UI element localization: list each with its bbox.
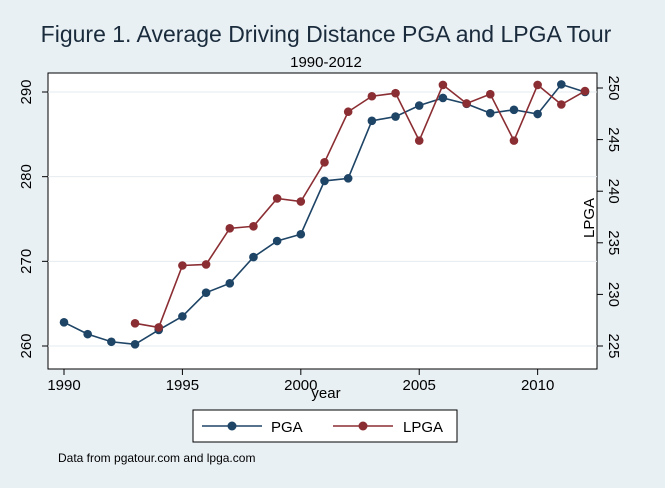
y-right-tick-label: 240 xyxy=(605,179,622,204)
data-point-pga xyxy=(296,229,306,239)
y-axis-left: 260 270 280 290 xyxy=(18,79,48,359)
data-point-pga xyxy=(320,176,329,186)
x-axis-label: year xyxy=(311,385,340,402)
data-point-lpga xyxy=(201,260,211,269)
x-tick-label: 2005 xyxy=(403,377,436,394)
y-axis-right-label: LPGA xyxy=(581,198,598,238)
grid-lines xyxy=(48,91,597,347)
data-point-lpga xyxy=(509,136,519,145)
data-point-pga xyxy=(533,109,542,119)
legend: PGA LPGA xyxy=(192,409,458,443)
data-point-lpga xyxy=(462,99,471,108)
data-point-lpga xyxy=(296,197,306,206)
data-point-lpga xyxy=(485,89,495,99)
y-right-tick-label: 245 xyxy=(605,127,622,152)
data-point-pga xyxy=(509,105,519,115)
data-point-pga xyxy=(272,236,282,246)
data-point-pga xyxy=(557,80,566,89)
y-right-tick-label: 250 xyxy=(605,75,622,100)
data-point-lpga xyxy=(178,261,187,270)
y-left-tick-label: 280 xyxy=(18,164,35,189)
data-point-lpga xyxy=(414,136,424,145)
data-point-pga xyxy=(485,108,495,118)
x-tick-label: 1995 xyxy=(166,377,199,394)
data-point-lpga xyxy=(580,86,590,96)
data-point-lpga xyxy=(343,107,353,117)
data-point-pga xyxy=(438,93,448,103)
y-left-tick-label: 270 xyxy=(18,249,35,274)
y-right-tick-label: 225 xyxy=(605,333,622,358)
x-tick-label: 2010 xyxy=(521,377,554,394)
data-point-pga xyxy=(130,340,140,349)
data-point-lpga xyxy=(272,194,282,203)
y-right-tick-label: 235 xyxy=(605,230,622,255)
plot-area xyxy=(47,72,598,370)
x-tick-label: 2000 xyxy=(284,377,317,394)
series-layer xyxy=(59,80,590,349)
data-point-lpga xyxy=(154,323,164,332)
data-point-lpga xyxy=(438,80,448,90)
data-point-pga xyxy=(107,337,116,347)
data-point-lpga xyxy=(130,318,140,328)
data-point-pga xyxy=(367,116,377,126)
data-point-pga xyxy=(59,317,69,327)
data-point-pga xyxy=(225,279,235,288)
data-point-pga xyxy=(83,329,92,339)
data-point-pga xyxy=(343,174,353,183)
data-point-lpga xyxy=(249,221,258,231)
legend-marker-lpga xyxy=(358,421,368,431)
y-left-tick-label: 290 xyxy=(18,79,35,104)
data-point-lpga xyxy=(225,224,235,233)
data-point-pga xyxy=(249,252,258,262)
y-axis-right: 225 230 235 240 245 250 xyxy=(597,75,622,359)
data-point-lpga xyxy=(320,158,329,167)
data-point-lpga xyxy=(367,91,377,101)
legend-label-pga: PGA xyxy=(271,419,303,436)
data-point-pga xyxy=(178,312,187,321)
y-right-tick-label: 230 xyxy=(605,282,622,307)
chart-subtitle: 1990-2012 xyxy=(290,54,362,71)
data-point-lpga xyxy=(533,80,542,90)
source-note: Data from pgatour.com and lpga.com xyxy=(58,451,255,465)
data-point-pga xyxy=(414,101,424,110)
data-point-lpga xyxy=(557,100,566,109)
data-point-pga xyxy=(391,112,400,121)
data-point-lpga xyxy=(391,88,400,98)
x-axis: 1990 1995 2000 2005 2010 xyxy=(47,369,554,394)
legend-label-lpga: LPGA xyxy=(403,419,443,436)
y-left-tick-label: 260 xyxy=(18,333,35,358)
chart-title: Figure 1. Average Driving Distance PGA a… xyxy=(41,21,612,47)
data-point-pga xyxy=(201,288,211,297)
legend-marker-pga xyxy=(227,421,237,431)
x-tick-label: 1990 xyxy=(47,377,80,394)
series-line-lpga xyxy=(134,83,586,329)
